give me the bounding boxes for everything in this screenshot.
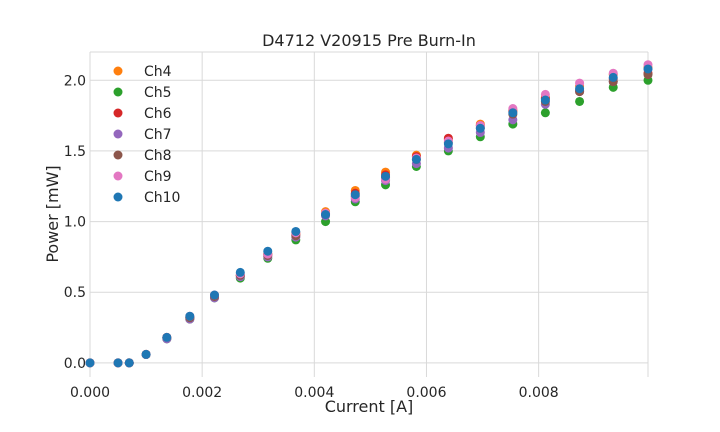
- data-point: [141, 349, 151, 359]
- y-tick-label: 0.5: [64, 285, 86, 301]
- x-tick-label: 0.002: [182, 385, 222, 401]
- legend-marker: [113, 87, 123, 97]
- y-tick-label: 2.0: [64, 73, 86, 89]
- legend-label: Ch7: [144, 127, 172, 143]
- x-tick-labels: 0.000 0.002 0.004 0.006 0.008: [70, 385, 559, 401]
- y-tick-label: 1.0: [64, 215, 86, 231]
- legend-marker: [113, 150, 123, 160]
- legend-label: Ch8: [144, 148, 172, 164]
- x-tick-label: 0.004: [294, 385, 334, 401]
- data-point: [608, 72, 618, 82]
- data-point: [643, 64, 653, 74]
- data-point: [291, 226, 301, 236]
- data-point: [185, 311, 195, 321]
- data-point: [209, 290, 219, 300]
- x-tick-label: 0.008: [519, 385, 559, 401]
- y-tick-label: 1.5: [64, 144, 86, 160]
- data-point: [575, 84, 585, 94]
- data-point: [443, 139, 453, 149]
- x-tick-label: 0.000: [70, 385, 110, 401]
- data-point: [85, 358, 95, 368]
- data-point: [321, 210, 331, 219]
- legend-marker: [113, 108, 123, 118]
- legend-label: Ch9: [144, 169, 172, 185]
- legend-label: Ch5: [144, 85, 172, 101]
- data-point: [162, 332, 172, 342]
- y-tick-label: 0.0: [64, 356, 86, 372]
- data-point: [475, 123, 485, 133]
- y-tick-labels: 0.0 0.5 1.0 1.5 2.0: [64, 73, 86, 372]
- data-point: [411, 154, 421, 164]
- legend-label: Ch10: [144, 190, 180, 206]
- y-axis-label: Power [mW]: [43, 165, 62, 262]
- legend-marker: [113, 66, 123, 76]
- data-point: [124, 358, 134, 368]
- chart-title: D4712 V20915 Pre Burn-In: [262, 31, 476, 50]
- legend-marker: [113, 129, 123, 139]
- series-ch10: [85, 64, 653, 368]
- grid-lines: [89, 51, 649, 377]
- x-tick-label: 0.006: [406, 385, 446, 401]
- data-point: [350, 190, 360, 200]
- x-axis-label: Current [A]: [325, 397, 414, 416]
- legend: Ch4 Ch5 Ch6 Ch7 Ch8 Ch9 Ch10: [113, 64, 180, 206]
- data-point: [263, 246, 273, 256]
- legend-marker: [113, 171, 123, 181]
- legend-marker: [113, 192, 123, 202]
- data-point: [508, 108, 518, 118]
- data-point: [540, 108, 550, 118]
- data-point: [113, 358, 123, 368]
- data-point: [575, 96, 585, 106]
- data-points: [85, 60, 653, 368]
- data-point: [540, 95, 550, 105]
- plot-area-background: [90, 52, 648, 377]
- legend-label: Ch4: [144, 64, 172, 80]
- data-point: [235, 267, 245, 277]
- data-point: [381, 171, 391, 181]
- legend-label: Ch6: [144, 106, 172, 122]
